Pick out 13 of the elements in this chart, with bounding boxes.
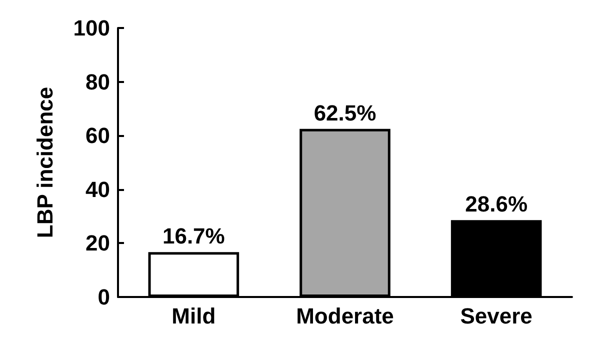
y-tick-label: 0 — [98, 284, 110, 310]
y-axis-title: LBP incidence — [32, 86, 58, 238]
x-tick-label: Severe — [460, 304, 532, 328]
y-tick-label: 100 — [73, 16, 110, 40]
y-tick-label: 60 — [86, 123, 110, 148]
y-tick-label: 20 — [86, 230, 110, 256]
x-tick-label: Mild — [172, 304, 216, 328]
data-label: 28.6% — [465, 192, 528, 217]
data-label: 16.7% — [162, 224, 225, 249]
x-tick-label: Moderate — [296, 304, 394, 328]
y-tick-label: 40 — [86, 176, 110, 202]
data-label: 62.5% — [314, 100, 376, 126]
y-tick-label: 80 — [86, 69, 110, 94]
